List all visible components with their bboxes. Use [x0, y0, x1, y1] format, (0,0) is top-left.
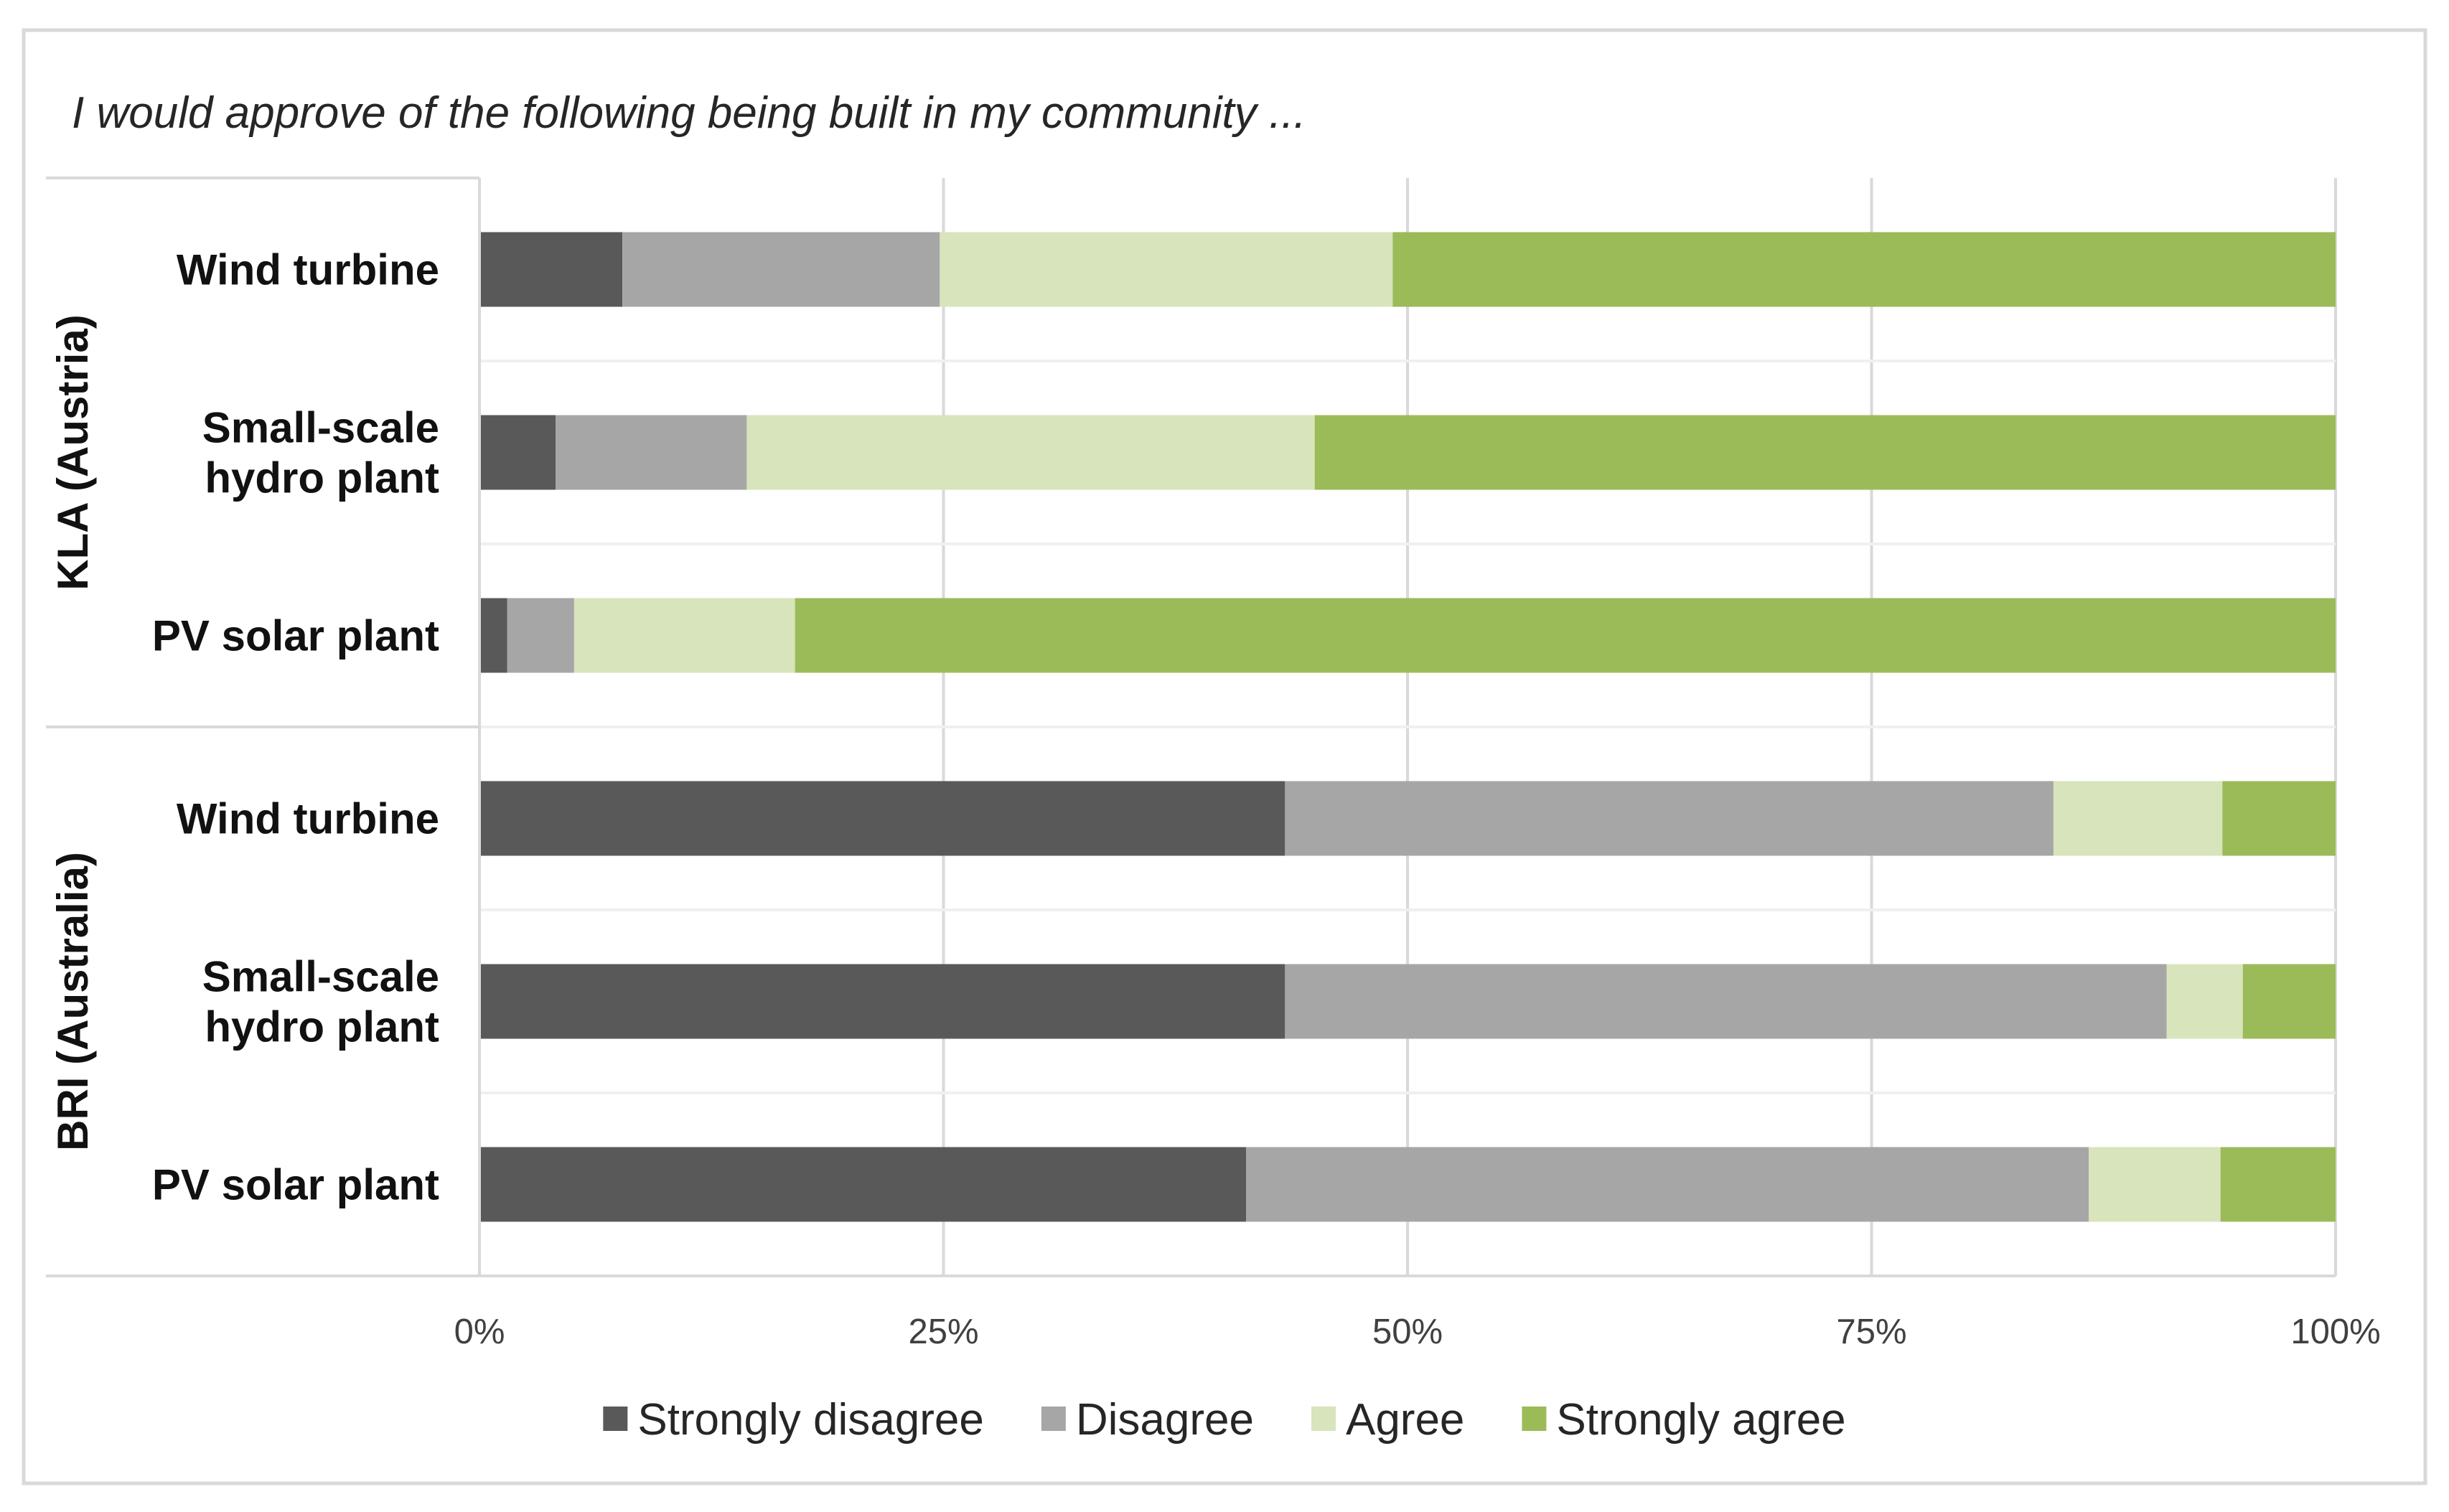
bar-bri-australia-wind-turbine-disagree: [1285, 781, 2054, 856]
legend-swatch: [1522, 1407, 1547, 1431]
x-tick-label: 50%: [1372, 1313, 1443, 1351]
legend-item-strongly-agree: Strongly agree: [1522, 1395, 1846, 1445]
bar-bri-australia-pv-solar-plant-strongly-agree: [2220, 1147, 2336, 1222]
legend-swatch: [1041, 1407, 1066, 1431]
bar-kla-austria-wind-turbine-strongly-agree: [1392, 232, 2336, 307]
bar-bri-australia-pv-solar-plant-disagree: [1246, 1147, 2089, 1222]
legend-label: Strongly disagree: [637, 1395, 984, 1445]
bar-bri-australia-pv-solar-plant-strongly-disagree: [479, 1147, 1247, 1222]
category-label: PV solar plant: [152, 1161, 439, 1209]
bar-bri-australia-wind-turbine-strongly-disagree: [479, 781, 1286, 856]
bars: [479, 232, 2336, 1222]
bar-bri-australia-small-scale-hydro-plant-disagree: [1285, 964, 2167, 1039]
category-label: Small-scale hydro plant: [202, 953, 439, 1051]
legend: Strongly disagree Disagree Agree Strongly a…: [603, 1395, 1846, 1445]
bar-kla-austria-small-scale-hydro-plant-strongly-agree: [1314, 415, 2336, 490]
bar-kla-austria-pv-solar-plant-strongly-disagree: [479, 598, 507, 673]
x-tick-labels: 0% 25% 50% 75% 100%: [454, 1313, 2381, 1351]
legend-item-agree: Agree: [1311, 1395, 1464, 1445]
x-tick-label: 100%: [2290, 1313, 2380, 1351]
bar-bri-australia-small-scale-hydro-plant-strongly-agree: [2242, 964, 2336, 1039]
chart-title: I would approve of the following being b…: [72, 88, 1306, 138]
group-label-bri-australia: BRI (Australia): [49, 852, 97, 1151]
category-label: Wind turbine: [177, 246, 439, 294]
legend-swatch: [603, 1407, 628, 1431]
group-label-kla-austria: KLA (Austria): [49, 314, 97, 590]
legend-label: Strongly agree: [1556, 1395, 1845, 1445]
bar-kla-austria-small-scale-hydro-plant-agree: [746, 415, 1315, 490]
bar-kla-austria-pv-solar-plant-agree: [573, 598, 795, 673]
category-label: Small-scale hydro plant: [202, 404, 439, 502]
bar-kla-austria-wind-turbine-disagree: [622, 232, 940, 307]
bar-bri-australia-small-scale-hydro-plant-agree: [2166, 964, 2243, 1039]
x-tick-label: 25%: [908, 1313, 978, 1351]
bar-kla-austria-wind-turbine-agree: [940, 232, 1393, 307]
bar-kla-austria-small-scale-hydro-plant-strongly-disagree: [479, 415, 556, 490]
gridlines: [479, 178, 2337, 1276]
legend-label: Agree: [1346, 1395, 1464, 1445]
legend-item-disagree: Disagree: [1041, 1395, 1254, 1445]
legend-swatch: [1311, 1407, 1336, 1431]
x-tick-label: 75%: [1836, 1313, 1906, 1351]
legend-label: Disagree: [1076, 1395, 1254, 1445]
bar-kla-austria-pv-solar-plant-disagree: [507, 598, 574, 673]
bar-kla-austria-small-scale-hydro-plant-disagree: [556, 415, 747, 490]
category-labels: Wind turbine Small-scale hydro plant PV sol…: [152, 246, 439, 1209]
group-labels: KLA (Austria) BRI (Australia): [49, 314, 97, 1151]
bar-bri-australia-wind-turbine-strongly-agree: [2222, 781, 2336, 856]
axes: [46, 177, 2336, 1277]
category-label: PV solar plant: [152, 612, 439, 660]
bar-bri-australia-small-scale-hydro-plant-strongly-disagree: [479, 964, 1286, 1039]
bar-bri-australia-pv-solar-plant-agree: [2089, 1147, 2221, 1222]
category-label: Wind turbine: [177, 795, 439, 843]
x-tick-label: 0%: [454, 1313, 505, 1351]
bar-kla-austria-wind-turbine-strongly-disagree: [479, 232, 623, 307]
bar-kla-austria-pv-solar-plant-strongly-agree: [795, 598, 2336, 673]
bar-bri-australia-wind-turbine-agree: [2053, 781, 2223, 856]
legend-item-strongly-disagree: Strongly disagree: [603, 1395, 984, 1445]
